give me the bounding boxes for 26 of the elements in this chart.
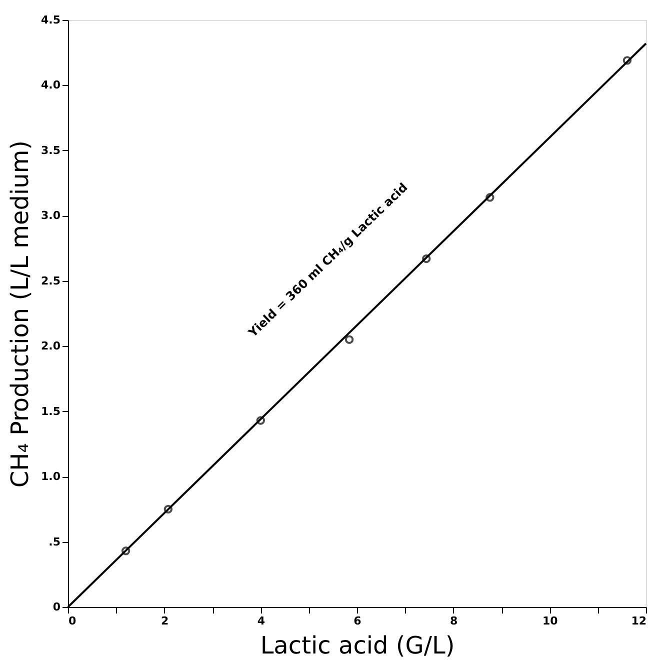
y-axis-title: CH₄ Production (L/L medium) — [6, 140, 34, 488]
x-tick-label: 0 — [68, 614, 76, 628]
x-axis-title: Lactic acid (G/L) — [260, 632, 455, 660]
y-tick-label: 3.0 — [41, 209, 61, 222]
x-tick-label: 8 — [450, 614, 458, 628]
y-tick-label: 4.5 — [41, 14, 60, 26]
y-tick-label: 2.5 — [41, 274, 60, 288]
point — [486, 193, 494, 202]
x-tick-label: 2 — [161, 614, 169, 628]
point — [121, 546, 130, 556]
y-tick-label: 2.0 — [41, 340, 61, 353]
y-tick-label: 4.0 — [41, 78, 61, 92]
y-tick-label: 1.5 — [41, 404, 60, 418]
point — [256, 416, 266, 425]
point — [344, 335, 354, 344]
y-tick-label: 3.5 — [41, 144, 60, 157]
point — [422, 254, 431, 264]
point — [622, 56, 632, 65]
y-tick-label: 1.0 — [41, 470, 61, 484]
y-tick-label: .5 — [48, 535, 60, 548]
x-tick-label: 12 — [631, 614, 646, 628]
x-tick-label: 4 — [257, 614, 266, 628]
y-tick-label: 0 — [52, 600, 61, 614]
x-tick-label: 10 — [542, 614, 558, 628]
x-tick-label: 6 — [354, 614, 362, 628]
point — [164, 504, 173, 514]
